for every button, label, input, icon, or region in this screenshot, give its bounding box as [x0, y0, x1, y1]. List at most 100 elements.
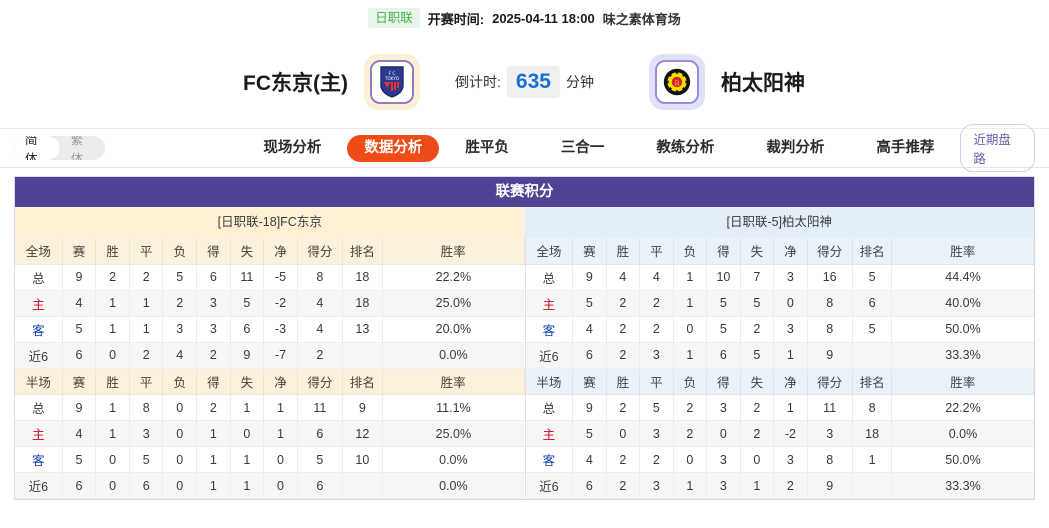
away-fulltime-cell: 50.0% [891, 316, 1034, 343]
tab-referee-analysis[interactable]: 裁判分析 [766, 140, 825, 156]
away-fulltime-header-col-3: 平 [639, 238, 674, 265]
table-row: 主 4 1 3 0 1 0 1 6 12 25.0% [15, 420, 524, 447]
home-halftime-cell: 1 [230, 472, 265, 499]
home-fulltime-cell: 11 [230, 264, 265, 291]
home-halftime-table: 半场赛胜平负得失净得分 排名 胜率 总 9 1 8 0 2 1 1 11 9 11.1% 主 4 1 3 0 1 0 1… [15, 368, 525, 499]
lang-traditional-option[interactable]: 繁体 [70, 136, 84, 160]
home-fulltime-header-col-8: 得分 [297, 238, 343, 265]
home-halftime-cell: 0 [162, 472, 198, 499]
home-fulltime-cell: 2 [129, 264, 164, 291]
home-fulltime-row-label: 主 [15, 290, 63, 317]
away-halftime-cell: 1 [740, 472, 775, 499]
home-halftime-cell: 1 [196, 420, 231, 447]
away-fulltime-header-col-7: 净 [773, 238, 808, 265]
away-halftime-header-col-1: 赛 [572, 368, 607, 395]
away-halftime-cell: 3 [706, 472, 741, 499]
away-team-block[interactable]: R 柏太阳神 [629, 54, 1049, 110]
away-fulltime-cell: 0 [773, 290, 808, 317]
recent-odds-button[interactable]: 近期盘路 [960, 124, 1035, 172]
home-halftime-cell: 11.1% [382, 394, 524, 421]
away-halftime-cell: 5 [572, 420, 607, 447]
home-fulltime-table: 全场赛胜平负得失净得分 排名 胜率 总 9 2 2 5 6 11 -5 8 18 22.2% 主 4 1 1 2 3… [15, 238, 525, 369]
table-row: 客 5 0 5 0 1 1 0 5 10 0.0% [15, 446, 524, 473]
away-fulltime-cell: 3 [773, 316, 808, 343]
home-halftime-cell: 1 [230, 394, 265, 421]
away-halftime-cell: 2 [773, 472, 808, 499]
away-halftime-row-label: 近6 [525, 472, 574, 499]
home-fulltime-header-col-2: 胜 [95, 238, 130, 265]
away-fulltime-cell: 2 [639, 290, 674, 317]
away-halftime-cell: 0.0% [891, 420, 1034, 447]
away-fulltime-cell: 2 [740, 316, 775, 343]
away-halftime-cell: 2 [606, 472, 641, 499]
away-fulltime-row-label: 客 [525, 316, 574, 343]
svg-text:R: R [675, 79, 681, 87]
home-fulltime-cell: 8 [297, 264, 343, 291]
home-halftime-cell: 4 [62, 420, 97, 447]
home-halftime-cell: 0 [162, 420, 198, 447]
away-fulltime-cell: 2 [606, 316, 641, 343]
home-halftime-row-label: 近6 [15, 472, 63, 499]
away-fulltime-cell: 1 [673, 290, 708, 317]
away-fulltime-cell: 4 [606, 264, 641, 291]
away-halftime-cell: 1 [673, 472, 708, 499]
home-fulltime-cell: 18 [342, 290, 383, 317]
home-team-block[interactable]: FC东京(主) F C TOKYO [0, 54, 420, 110]
away-halftime-cell: 3 [639, 472, 674, 499]
language-toggle[interactable]: 简体 繁体 [14, 136, 106, 160]
away-fulltime-cell: 3 [773, 264, 808, 291]
home-halftime-cell: 9 [342, 394, 383, 421]
home-halftime-cell: 0 [162, 446, 198, 473]
away-halftime-cell: 22.2% [891, 394, 1034, 421]
away-fulltime-cell: 2 [606, 342, 641, 369]
countdown-label: 倒计时: [455, 73, 501, 90]
table-row: 客 5 1 1 3 3 6 -3 4 13 20.0% [15, 316, 524, 343]
away-halftime-cell: 18 [852, 420, 893, 447]
away-halftime-header-col-6: 失 [740, 368, 775, 395]
home-fulltime-cell: 6 [230, 316, 265, 343]
home-fulltime-cell: 9 [230, 342, 265, 369]
away-halftime-cell: 8 [852, 394, 893, 421]
lang-simplified-option[interactable]: 简体 [14, 136, 60, 160]
home-fulltime-cell: 6 [62, 342, 97, 369]
away-halftime-cell: 11 [807, 394, 853, 421]
league-standings-card: 联赛积分 [日职联-18]FC东京 [日职联-5]柏太阳神 全场赛胜平负得失净得… [14, 176, 1035, 500]
away-halftime-row-label: 客 [525, 446, 574, 473]
away-fulltime-cell: 4 [572, 316, 607, 343]
away-halftime-cell: -2 [773, 420, 808, 447]
away-halftime-header-col-7: 净 [773, 368, 808, 395]
away-fulltime-cell: 33.3% [891, 342, 1034, 369]
away-halftime-row-label: 总 [525, 394, 574, 421]
home-halftime-cell: 8 [129, 394, 164, 421]
tab-data-analysis[interactable]: 数据分析 [347, 134, 440, 162]
away-fulltime-header-col-10: 胜率 [891, 238, 1034, 265]
away-team-band: [日职联-5]柏太阳神 [524, 207, 1034, 238]
away-fulltime-cell [852, 342, 893, 369]
tab-live-analysis[interactable]: 现场分析 [263, 140, 322, 156]
away-fulltime-cell: 6 [572, 342, 607, 369]
away-halftime-header-col-0: 半场 [525, 368, 574, 395]
away-fulltime-cell: 5 [852, 316, 893, 343]
match-info-bar: 日职联 开赛时间: 2025-04-11 18:00 味之素体育场 [0, 0, 1049, 36]
tab-expert-picks[interactable]: 高手推荐 [876, 140, 935, 156]
tab-three-in-one[interactable]: 三合一 [560, 140, 605, 156]
away-fulltime-cell: 0 [673, 316, 708, 343]
away-halftime-cell: 3 [639, 420, 674, 447]
tab-coach-analysis[interactable]: 教练分析 [656, 140, 715, 156]
home-fulltime-cell: 18 [342, 264, 383, 291]
home-halftime-cell: 0 [95, 472, 130, 499]
away-fulltime-cell: 8 [807, 290, 853, 317]
away-fulltime-cell: 2 [606, 290, 641, 317]
home-fulltime-cell: -7 [263, 342, 298, 369]
table-row: 客 4 2 2 0 3 0 3 8 1 50.0% [525, 446, 1034, 473]
away-fulltime-cell: 3 [639, 342, 674, 369]
league-badge[interactable]: 日职联 [368, 7, 420, 29]
table-row: 总 9 2 5 2 3 2 1 11 8 22.2% [525, 394, 1034, 421]
home-fulltime-cell: 5 [230, 290, 265, 317]
home-fulltime-cell: 2 [196, 342, 231, 369]
home-fulltime-header-col-6: 失 [230, 238, 265, 265]
away-halftime-header-col-9: 排名 [852, 368, 893, 395]
table-row: 近6 6 0 6 0 1 1 0 6 0.0% [15, 472, 524, 499]
home-halftime-header-col-3: 平 [129, 368, 164, 395]
tab-win-draw-loss[interactable]: 胜平负 [465, 140, 509, 156]
